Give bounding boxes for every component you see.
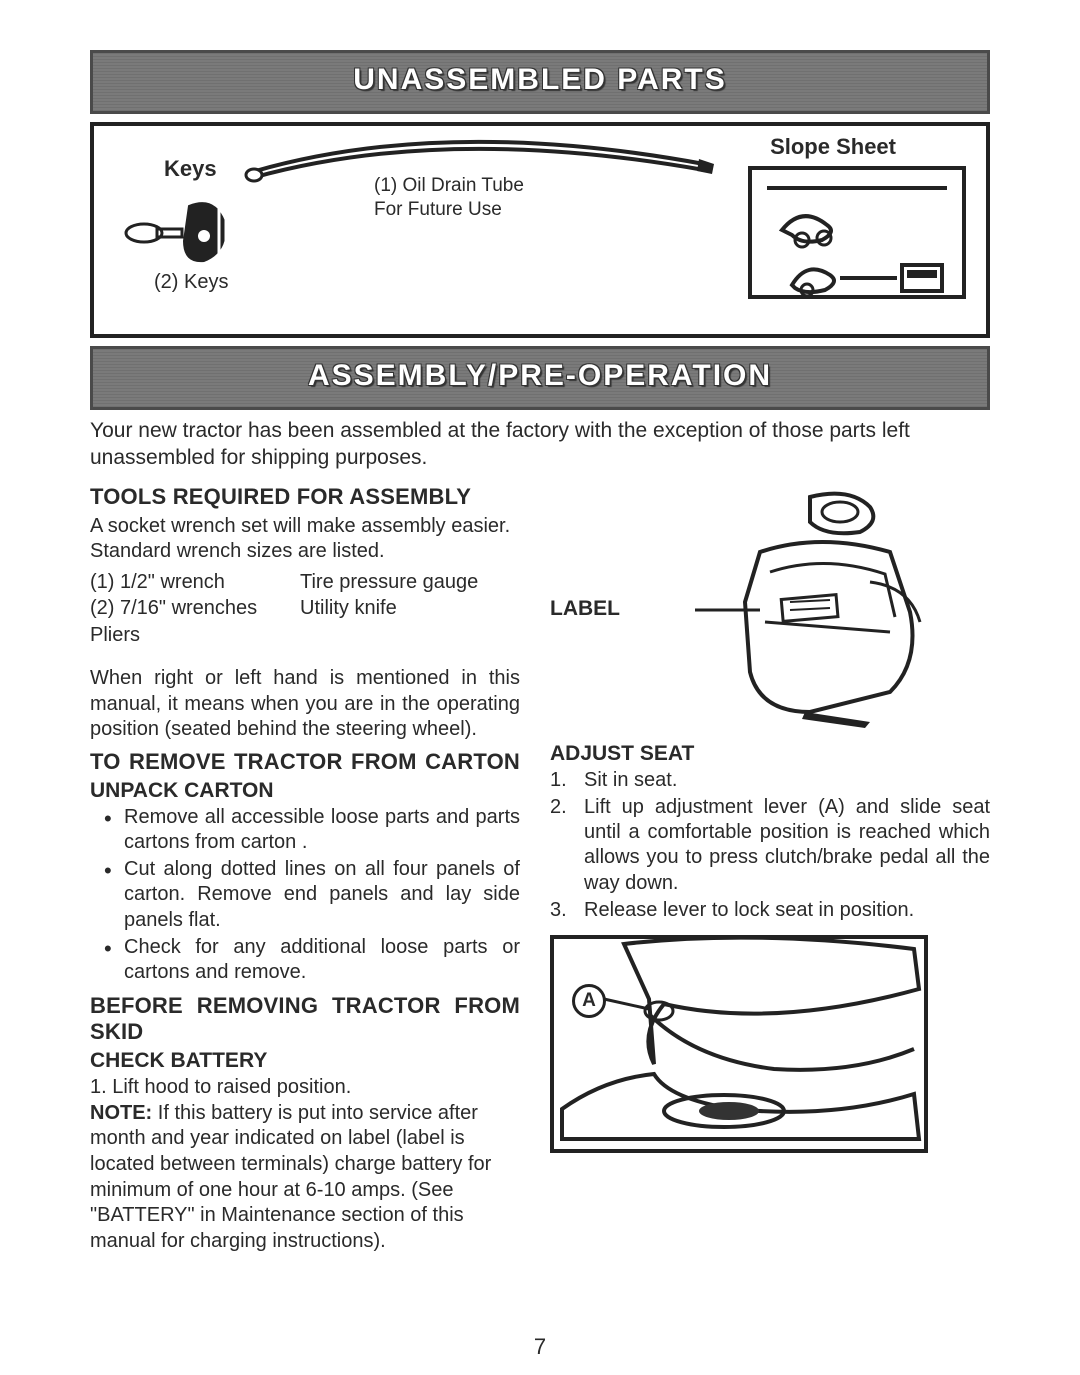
seat-lever-figure: A xyxy=(550,935,928,1153)
keys-label: Keys xyxy=(164,156,217,182)
marker-a: A xyxy=(572,984,606,1018)
adjust-seat-heading: ADJUST SEAT xyxy=(550,742,990,766)
slope-sheet-label: Slope Sheet xyxy=(770,134,896,160)
list-item: Check for any additional loose parts or … xyxy=(90,935,520,985)
tools-col1: (1) 1/2" wrench (2) 7/16" wrenches Plier… xyxy=(90,569,300,648)
banner-unassembled: UNASSEMBLED PARTS xyxy=(90,50,990,114)
orientation-note: When right or left hand is mentioned in … xyxy=(90,666,520,743)
list-item: Sit in seat. xyxy=(550,768,990,793)
page-number: 7 xyxy=(90,1334,990,1360)
intro-text: Your new tractor has been assembled at t… xyxy=(90,418,990,472)
tools-heading: TOOLS REQUIRED FOR ASSEMBLY xyxy=(90,484,520,510)
tube-label: (1) Oil Drain Tube For Future Use xyxy=(374,174,524,222)
list-item: Release lever to lock seat in position. xyxy=(550,898,990,923)
slope-sheet-icon xyxy=(748,166,966,299)
remove-heading: TO REMOVE TRACTOR FROM CARTON xyxy=(90,749,520,775)
check-battery-heading: CHECK BATTERY xyxy=(90,1049,520,1073)
list-item: Lift up adjustment lever (A) and slide s… xyxy=(550,795,990,896)
banner-assembly: ASSEMBLY/PRE-OPERATION xyxy=(90,346,990,410)
tools-col2: Tire pressure gauge Utility knife xyxy=(300,569,478,648)
unpack-list: Remove all accessible loose parts and pa… xyxy=(90,805,520,985)
keys-caption: (2) Keys xyxy=(154,271,228,294)
adjust-seat-list: Sit in seat. Lift up adjustment lever (A… xyxy=(550,768,990,923)
list-item: Cut along dotted lines on all four panel… xyxy=(90,857,520,933)
keys-icon xyxy=(124,181,254,271)
seat-figure: LABEL xyxy=(550,482,990,732)
parts-diagram-box: Keys (2) Keys (1) Oil Drain Tube For Fut… xyxy=(90,122,990,338)
unpack-heading: UNPACK CARTON xyxy=(90,779,520,803)
before-heading: BEFORE REMOVING TRACTOR FROM SKID xyxy=(90,993,520,1045)
tools-intro: A socket wrench set will make assembly e… xyxy=(90,514,520,565)
list-item: Remove all accessible loose parts and pa… xyxy=(90,805,520,855)
check-battery-note: NOTE: NOTE: If this battery is put into … xyxy=(90,1101,520,1255)
check-battery-step1: 1. Lift hood to raised position. xyxy=(90,1075,520,1101)
